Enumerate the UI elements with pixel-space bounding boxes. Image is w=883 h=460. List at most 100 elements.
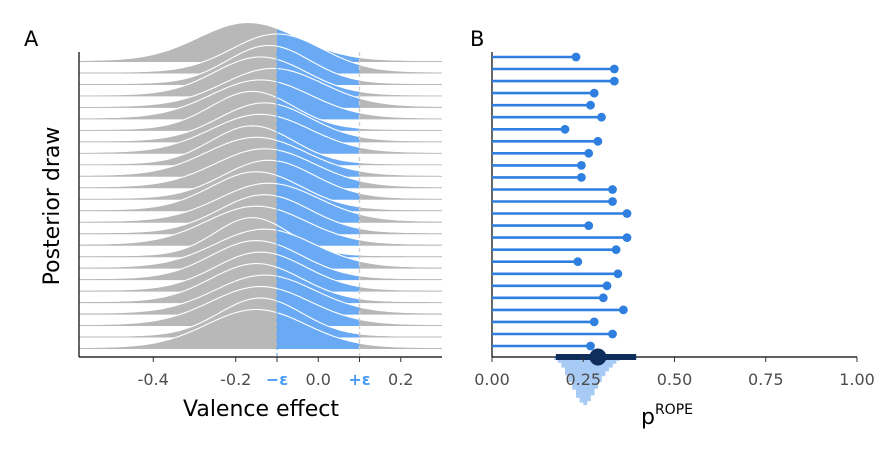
panel-a-x-title: Valence effect (183, 397, 339, 422)
lollipop-1 (492, 52, 581, 62)
ridge-outline (79, 56, 442, 96)
panel-a-x-ticks: -0.4 -0.2 −ε 0.0 +ε 0.2 (138, 357, 413, 389)
ridge-outline (79, 285, 442, 326)
hist-bar (608, 357, 613, 368)
lollipop-point (584, 148, 594, 158)
ridge-outline (79, 67, 442, 107)
ridge-26 (79, 308, 442, 349)
lollipop-point (593, 136, 603, 146)
x-tick-label: 0.50 (657, 370, 693, 389)
lollipop-point (571, 52, 581, 62)
ridge-area-outside (79, 309, 442, 349)
ridge-outline (79, 297, 442, 337)
panel-b-x-title-sup: ROPE (655, 402, 693, 418)
lollipop-point (577, 173, 586, 182)
lollipop-point (573, 257, 583, 267)
lollipop-10 (492, 161, 586, 170)
lollipop-3 (492, 76, 619, 86)
x-tick-label: 0.25 (565, 370, 601, 389)
hist-bar (601, 357, 606, 377)
lollipop-23 (492, 317, 599, 327)
lollipop-25 (492, 341, 595, 351)
p-rope-histogram (554, 357, 628, 405)
ridge-outline (79, 171, 442, 211)
lollipop-11 (492, 173, 586, 182)
ridgeline-plot (78, 21, 443, 356)
lollipop-point (613, 269, 623, 279)
hist-bar (576, 357, 580, 398)
hist-bar (568, 357, 573, 382)
hist-bar (594, 357, 599, 389)
ridge-outline (79, 308, 442, 349)
summary-point (589, 348, 607, 366)
panel-b: B 0.00 0.25 0.50 0.75 1.00 pROPE (470, 27, 875, 430)
lollipop-17 (492, 245, 621, 255)
ridge-outline (79, 90, 442, 130)
ridge-area-rope (277, 312, 360, 349)
ridge-outline (79, 205, 442, 245)
hist-bar (605, 357, 609, 372)
ridge-outline (78, 79, 443, 119)
lollipop-point (608, 329, 617, 339)
lollipop-2 (492, 64, 619, 74)
ridge-outline (79, 21, 442, 62)
lollipop-14 (492, 209, 632, 218)
lollipop-19 (492, 269, 623, 279)
hist-bar (597, 357, 602, 382)
lollipop-point (584, 221, 594, 231)
hist-bar (565, 357, 569, 376)
lollipop-point (577, 161, 586, 170)
lollipop-point (609, 64, 619, 74)
x-tick-label: 0.75 (748, 370, 784, 389)
lollipop-point (619, 305, 628, 315)
x-tick-label: -0.2 (220, 370, 251, 389)
hist-bar (583, 357, 588, 405)
x-tick-label: 0.00 (474, 370, 510, 389)
lollipop-16 (492, 233, 632, 243)
ridge-outline (79, 33, 442, 73)
ridge-outline (79, 44, 442, 85)
lollipop-point (586, 341, 595, 351)
panel-a-y-title: Posterior draw (40, 127, 65, 286)
p-rope-lollipops (492, 52, 632, 351)
lollipop-point (589, 317, 599, 327)
lollipop-point (608, 197, 617, 206)
lollipop-15 (492, 221, 594, 231)
panel-b-x-title-main: p (641, 405, 655, 430)
panel-a-tag: A (24, 27, 39, 51)
lollipop-point (622, 233, 632, 243)
ridge-outline (79, 148, 442, 188)
p-rope-summary (555, 348, 637, 366)
ridge-outline (79, 125, 442, 165)
ridge-outline (79, 217, 442, 257)
lollipop-8 (492, 136, 603, 146)
panel-b-x-title: pROPE (641, 402, 693, 430)
lollipop-12 (492, 185, 617, 194)
lollipop-9 (492, 148, 594, 158)
lollipop-13 (492, 197, 617, 206)
lollipop-point (609, 76, 619, 86)
lollipop-point (608, 185, 617, 194)
x-tick-label: -0.4 (138, 370, 169, 389)
lollipop-point (602, 281, 612, 291)
lollipop-7 (492, 124, 570, 134)
lollipop-point (598, 293, 608, 303)
lollipop-24 (492, 329, 617, 339)
panel-a: A -0.4 -0.2 −ε 0.0 +ε 0.2 Valence effect Post… (24, 21, 443, 422)
panel-b-x-ticks: 0.00 0.25 0.50 0.75 1.00 (474, 357, 875, 389)
ridge-outline (79, 113, 442, 153)
ridge-outline (79, 159, 442, 199)
lollipop-point (597, 112, 606, 122)
lollipop-18 (492, 257, 583, 267)
lollipop-point (589, 88, 599, 98)
ridge-outline (79, 274, 442, 314)
hist-bar (586, 357, 591, 402)
x-tick-label: +ε (348, 370, 370, 389)
hist-bar (572, 357, 577, 390)
ridge-outline (79, 263, 442, 303)
lollipop-point (611, 245, 621, 255)
x-tick-label: −ε (266, 370, 288, 389)
lollipop-20 (492, 281, 612, 291)
lollipop-point (586, 100, 595, 110)
